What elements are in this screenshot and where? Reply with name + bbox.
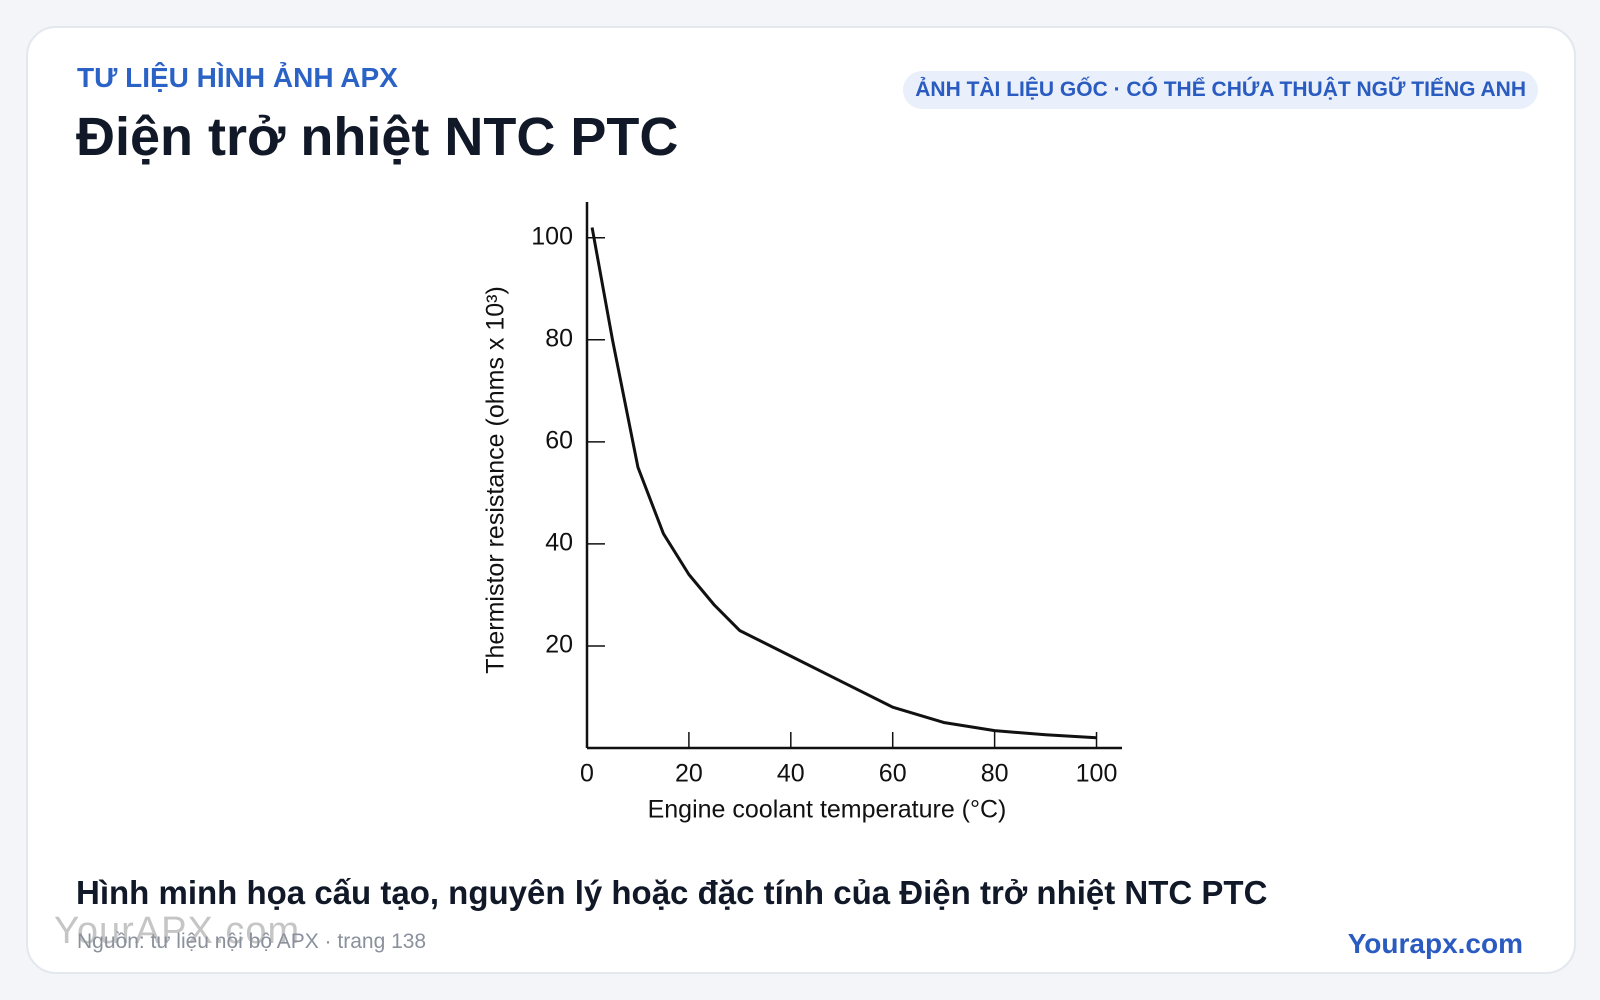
caption: Hình minh họa cấu tạo, nguyên lý hoặc đặ… bbox=[76, 874, 1268, 911]
y-tick-label: 40 bbox=[545, 528, 573, 556]
source: Nguồn: tư liệu nội bộ APX · trang 138 bbox=[77, 930, 427, 953]
y-tick-label: 80 bbox=[545, 324, 573, 352]
x-tick-label: 100 bbox=[1076, 760, 1118, 788]
x-tick-label: 20 bbox=[675, 760, 703, 788]
watermark: YourAPX.com bbox=[54, 910, 301, 952]
page-title: Điện trở nhiệt NTC PTC bbox=[76, 107, 679, 167]
y-axis-label: Thermistor resistance (ohms x 10³) bbox=[482, 286, 510, 674]
badge: ẢNH TÀI LIỆU GỐC · CÓ THỂ CHỨA THUẬT NGỮ… bbox=[903, 71, 1538, 109]
x-tick-label: 60 bbox=[879, 760, 907, 788]
y-tick-label: 100 bbox=[531, 222, 573, 250]
brand[interactable]: Yourapx.com bbox=[1347, 928, 1523, 959]
card bbox=[26, 26, 1576, 974]
x-tick-label: 80 bbox=[981, 760, 1009, 788]
kicker: TƯ LIỆU HÌNH ẢNH APX bbox=[77, 62, 398, 93]
x-axis-label: Engine coolant temperature (°C) bbox=[648, 796, 1007, 824]
line-series bbox=[590, 227, 1097, 740]
y-tick-label: 20 bbox=[545, 631, 573, 659]
x-tick-label: 40 bbox=[777, 760, 805, 788]
x-tick-label: 0 bbox=[580, 760, 594, 788]
y-tick-label: 60 bbox=[545, 426, 573, 454]
